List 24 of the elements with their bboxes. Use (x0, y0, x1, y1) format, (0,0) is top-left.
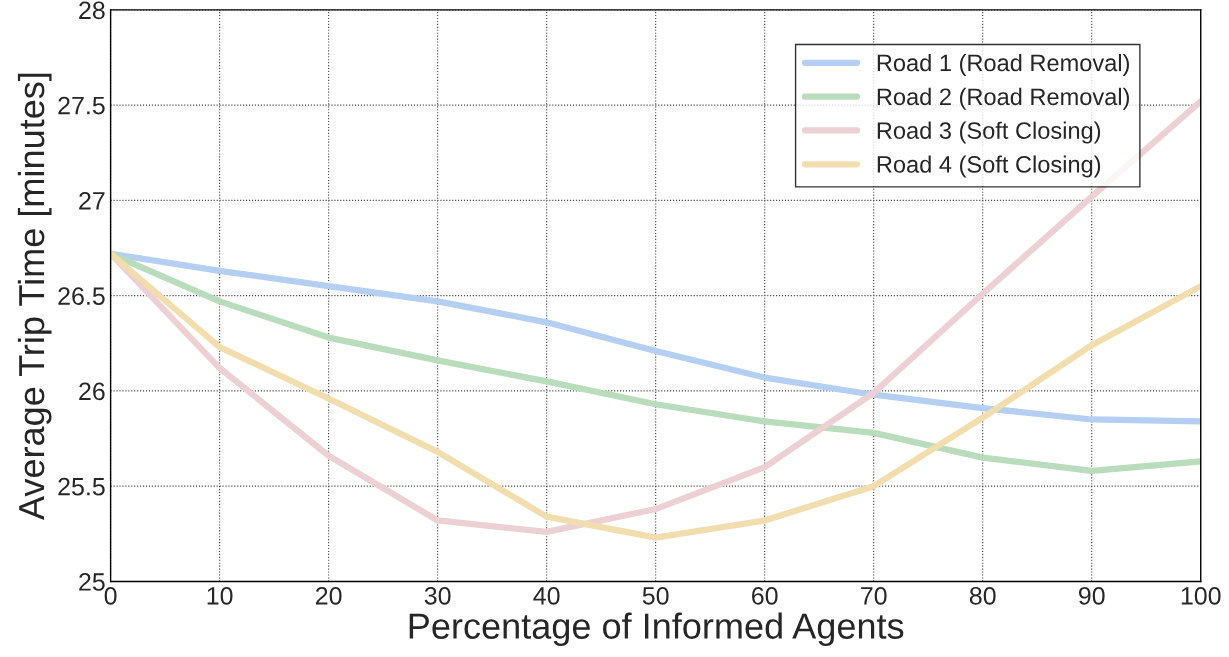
y-tick-label: 25 (79, 573, 105, 591)
x-tick-label: 70 (861, 586, 887, 605)
legend-label: Road 4 (Soft Closing) (877, 155, 1101, 178)
y-axis-title: Average Trip Time [minutes] (17, 73, 52, 521)
x-tick-label: 40 (533, 586, 560, 605)
x-tick-label: 0 (104, 586, 117, 605)
x-tick-label: 100 (1181, 586, 1221, 605)
y-tick-label: 28 (79, 1, 105, 20)
legend-label: Road 1 (Road Removal) (877, 53, 1129, 76)
x-tick-label: 10 (207, 586, 233, 605)
x-tick-label: 50 (642, 586, 669, 605)
y-tick-label: 26 (79, 382, 105, 401)
y-tick-label: 26.5 (58, 287, 105, 305)
y-tick-label: 27.5 (58, 96, 105, 115)
x-tick-label: 80 (969, 586, 996, 605)
legend-label: Road 2 (Road Removal) (877, 87, 1129, 110)
x-tick-label: 30 (424, 586, 451, 605)
y-tick-label: 27 (79, 191, 105, 210)
x-tick-label: 90 (1078, 586, 1105, 605)
x-axis-title: Percentage of Informed Agents (409, 612, 904, 647)
x-tick-label: 60 (752, 586, 778, 605)
legend-label: Road 3 (Soft Closing) (877, 121, 1101, 144)
x-tick-label: 20 (315, 586, 342, 605)
y-tick-label: 25.5 (58, 477, 105, 496)
